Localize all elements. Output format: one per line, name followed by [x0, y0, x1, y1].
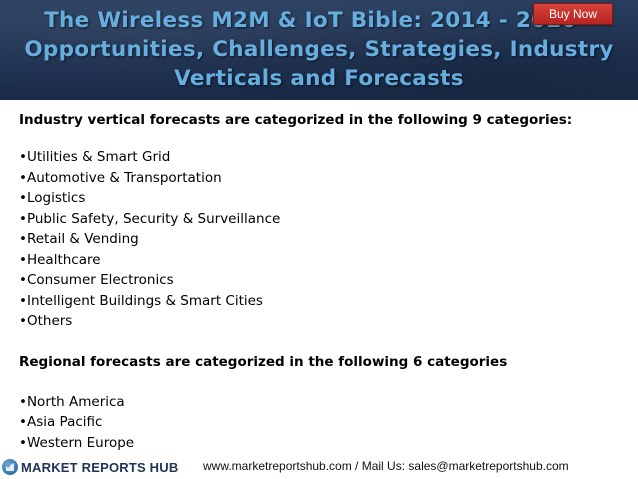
list-item: •North America — [19, 393, 125, 410]
title-line-1: The Wireless M2M & IoT Bible: 2014 - 202… — [44, 8, 594, 33]
list-item: •Others — [19, 313, 73, 329]
list-item: •Consumer Electronics — [19, 272, 174, 288]
regional-heading: Regional forecasts are categorized in th… — [19, 353, 508, 370]
slide-content: Industry vertical forecasts are categori… — [19, 110, 619, 453]
market-reports-hub-logo[interactable]: MARKET REPORTS HUB — [2, 456, 178, 478]
list-item: •Automotive & Transportation — [19, 169, 222, 186]
logo-icon — [2, 459, 18, 475]
footer-contact: www.marketreportshub.com / Mail Us: sale… — [203, 459, 569, 473]
list-item: •Asia Pacific — [19, 414, 103, 430]
buy-now-button[interactable]: Buy Now — [533, 3, 613, 25]
list-item: •Utilities & Smart Grid — [19, 149, 171, 165]
logo-text: MARKET REPORTS HUB — [21, 459, 179, 475]
list-item: •Logistics — [19, 190, 86, 206]
list-item: •Intelligent Buildings & Smart Cities — [19, 292, 263, 309]
slide-footer: MARKET REPORTS HUB www.marketreportshub.… — [0, 453, 638, 479]
slide-header: The Wireless M2M & IoT Bible: 2014 - 202… — [0, 0, 638, 100]
regional-list: •North America •Asia Pacific •Western Eu… — [19, 392, 619, 454]
slide-title: The Wireless M2M & IoT Bible: 2014 - 202… — [20, 6, 618, 93]
industry-heading: Industry vertical forecasts are categori… — [19, 112, 573, 128]
list-item: •Western Europe — [19, 434, 135, 451]
list-item: •Healthcare — [19, 251, 101, 268]
industry-list: •Utilities & Smart Grid •Automotive & Tr… — [19, 147, 619, 332]
title-line-3: Verticals and Forecasts — [174, 66, 464, 91]
list-item: •Retail & Vending — [19, 231, 139, 247]
title-line-2: Opportunities, Challenges, Strategies, I… — [24, 37, 614, 62]
list-item: •Public Safety, Security & Surveillance — [19, 210, 281, 227]
